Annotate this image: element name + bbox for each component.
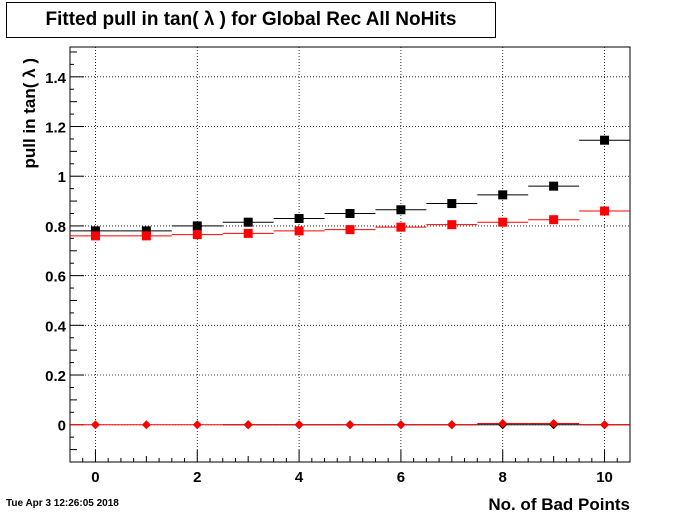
data-point	[243, 420, 253, 430]
data-point	[294, 420, 304, 430]
data-point	[192, 420, 202, 430]
x-tick-label: 0	[91, 469, 99, 486]
y-tick-label: 0	[58, 418, 66, 435]
data-point	[345, 225, 355, 235]
data-point	[447, 220, 457, 230]
y-tick-label: 0.8	[45, 219, 66, 236]
x-tick-label: 2	[193, 469, 201, 486]
data-point	[396, 420, 406, 430]
data-point	[192, 230, 202, 240]
x-tick-label: 4	[295, 469, 304, 486]
data-point	[345, 208, 355, 218]
data-point	[498, 418, 508, 428]
data-point	[498, 190, 508, 200]
timestamp: Tue Apr 3 12:26:05 2018	[6, 498, 119, 509]
y-tick-label: 1.2	[45, 120, 66, 137]
data-point	[294, 213, 304, 223]
data-point	[243, 217, 253, 227]
x-tick-label: 6	[397, 469, 405, 486]
data-point	[396, 222, 406, 232]
data-point	[294, 226, 304, 236]
y-tick-label: 0.6	[45, 269, 66, 286]
y-tick-label: 0.2	[45, 368, 66, 385]
plot-frame	[69, 46, 631, 463]
axes: 0 2 4 6 8 10 0 0.2 0.4 0.6 0.8 1 1.2 1.4	[45, 46, 631, 486]
data-point	[447, 199, 457, 209]
x-axis-label: No. of Bad Points	[488, 495, 630, 514]
data-point	[600, 206, 610, 216]
data-point	[90, 420, 100, 430]
y-tick-label: 1.4	[45, 70, 67, 87]
data-point	[600, 135, 610, 145]
y-tick-label: 1	[58, 169, 66, 186]
data-point	[90, 226, 100, 236]
data-point	[141, 226, 151, 236]
data-point	[141, 231, 151, 241]
data-point	[498, 217, 508, 227]
data-point	[447, 420, 457, 430]
data-series	[70, 135, 630, 430]
data-point	[549, 181, 559, 191]
data-point	[90, 231, 100, 241]
data-point	[345, 420, 355, 430]
grid	[70, 47, 630, 462]
y-axis-label: pull in tan( λ )	[20, 58, 39, 169]
data-point	[243, 228, 253, 238]
y-tick-label: 0.4	[45, 318, 67, 335]
data-point	[549, 418, 559, 428]
data-point	[396, 205, 406, 215]
x-tick-label: 10	[596, 469, 613, 486]
data-point	[549, 215, 559, 225]
data-point	[141, 420, 151, 430]
data-point	[192, 221, 202, 231]
chart-title: Fitted pull in tan( λ ) for Global Rec A…	[6, 2, 496, 38]
data-point	[600, 420, 610, 430]
x-tick-label: 8	[499, 469, 507, 486]
